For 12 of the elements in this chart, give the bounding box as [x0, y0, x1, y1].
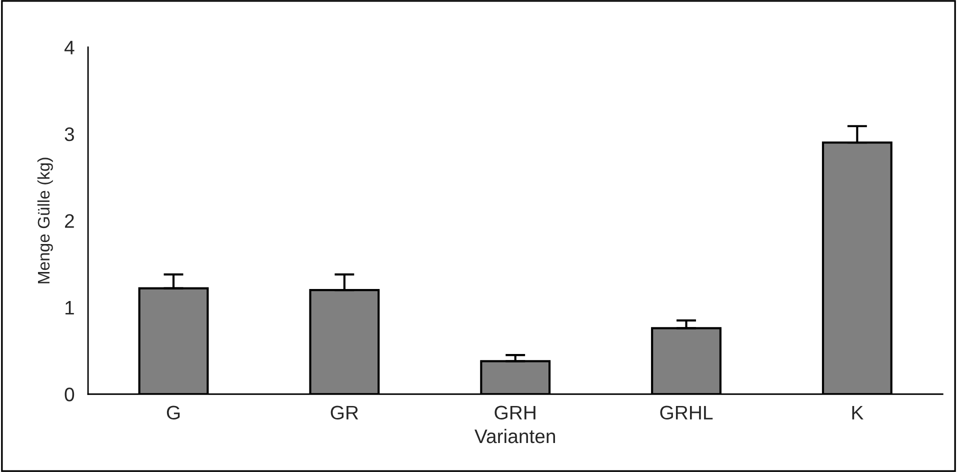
y-axis-title: Menge Gülle (kg) [37, 158, 53, 284]
x-axis-title: Varianten [474, 428, 555, 444]
y-tick-label: 1 [66, 301, 74, 314]
y-tick-label: 4 [64, 40, 74, 54]
x-tick-label: GRH [494, 406, 536, 420]
y-tick-label: 0 [64, 388, 74, 402]
x-tick-label: GRHL [660, 406, 713, 420]
x-tick-label: K [852, 406, 864, 420]
x-tick-label: GR [330, 406, 358, 420]
y-tick-label: 3 [64, 127, 74, 142]
x-tick-label: G [166, 406, 180, 420]
y-tick-label: 2 [65, 214, 74, 228]
